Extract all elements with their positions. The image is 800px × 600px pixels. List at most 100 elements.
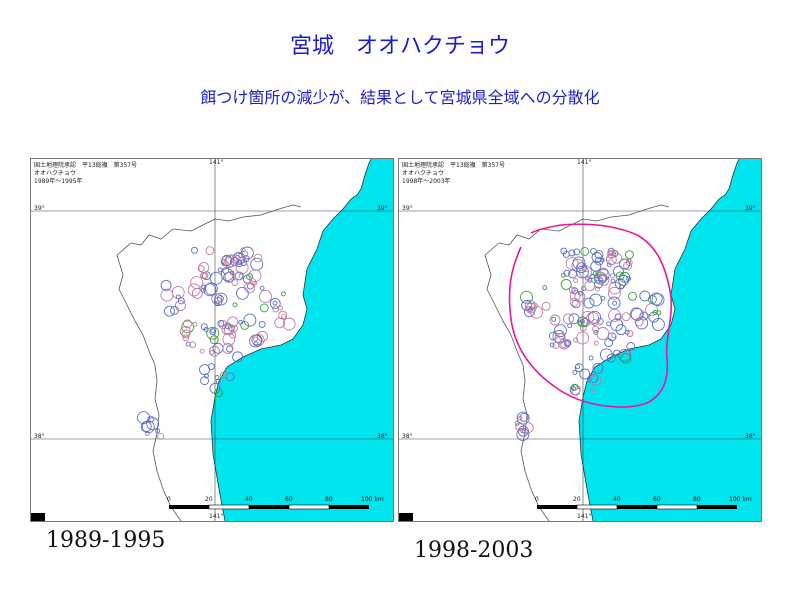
lat-label-38-left: 38° <box>402 433 413 440</box>
lat-label-39-left: 39° <box>34 205 45 212</box>
swan-site-marker <box>562 250 570 258</box>
swan-site-marker <box>606 262 612 268</box>
swan-site-marker <box>612 300 618 306</box>
swan-site-marker <box>581 310 595 324</box>
scale-tick-0: 0 <box>167 496 171 503</box>
swan-site-marker <box>618 274 630 286</box>
swan-site-marker <box>272 300 278 306</box>
map-header-period: 1989年～1995年 <box>34 178 83 185</box>
swan-site-marker <box>599 348 613 362</box>
swan-site-marker <box>189 341 197 349</box>
swan-site-marker <box>580 246 590 256</box>
corner-mark <box>399 513 413 521</box>
swan-site-marker <box>607 286 621 300</box>
swan-site-marker <box>258 320 266 328</box>
swan-site-marker <box>590 374 602 386</box>
swan-site-marker <box>573 337 579 343</box>
swan-site-marker <box>611 333 617 339</box>
swan-site-marker <box>592 362 604 374</box>
swan-site-marker <box>530 302 538 310</box>
swan-site-marker <box>613 265 624 277</box>
swan-site-marker <box>628 291 637 301</box>
swan-site-marker <box>259 289 272 303</box>
swan-site-marker <box>210 328 216 334</box>
swan-site-marker <box>573 278 578 284</box>
swan-site-marker <box>222 332 236 346</box>
swan-site-marker <box>174 300 186 312</box>
swan-site-marker <box>253 336 258 342</box>
swan-site-marker <box>175 294 181 300</box>
swan-site-marker <box>558 338 570 350</box>
swan-site-marker <box>259 285 265 291</box>
swan-site-marker <box>608 308 621 322</box>
swan-site-marker <box>181 329 191 339</box>
swan-site-marker <box>629 307 643 321</box>
swan-site-marker <box>554 332 566 344</box>
swan-site-marker <box>200 323 208 331</box>
swan-site-marker <box>233 254 241 262</box>
swan-site-marker <box>171 285 185 299</box>
swan-site-marker <box>593 340 599 346</box>
lat-label-39-right: 39° <box>377 205 388 212</box>
swan-site-marker <box>157 432 165 440</box>
map-header: 国土地理院承認 平13総複 第357号 オオハクチョウ 1998年～2003年 <box>402 162 505 186</box>
swan-site-marker <box>187 283 201 297</box>
swan-site-marker <box>241 250 249 258</box>
swan-site-marker <box>590 260 602 272</box>
corner-mark <box>31 513 45 521</box>
scale-tick-40: 40 <box>613 496 621 503</box>
swan-site-marker <box>244 282 255 294</box>
swan-site-marker <box>199 348 205 354</box>
swan-site-marker <box>280 291 286 297</box>
swan-site-marker <box>520 290 533 304</box>
scale-tick-100: 100 km <box>729 496 752 503</box>
swan-site-marker <box>651 317 665 331</box>
lon-label-bottom: 141° <box>577 513 592 520</box>
swan-site-marker <box>183 319 192 329</box>
swan-site-marker <box>517 415 523 421</box>
swan-site-marker <box>610 273 615 279</box>
swan-site-marker <box>197 265 205 273</box>
swan-site-marker <box>565 257 579 271</box>
lat-label-38-right: 38° <box>745 433 756 440</box>
swan-site-marker <box>200 287 206 293</box>
swan-site-marker <box>541 301 551 311</box>
swan-site-marker <box>600 295 606 301</box>
swan-site-marker <box>606 321 612 327</box>
swan-site-marker <box>634 317 644 327</box>
swan-site-marker <box>235 261 249 275</box>
scale-tick-40: 40 <box>245 496 253 503</box>
swan-site-marker <box>204 282 218 296</box>
sea-area <box>211 159 393 521</box>
page-title: 宮城 オオハクチョウ <box>289 34 510 59</box>
swan-site-marker <box>621 312 631 322</box>
swan-site-marker <box>569 297 579 307</box>
swan-site-marker <box>574 291 586 303</box>
swan-site-marker <box>575 265 589 279</box>
swan-site-marker <box>250 257 264 271</box>
swan-site-marker <box>257 330 268 342</box>
swan-site-marker <box>253 341 259 347</box>
swan-site-marker <box>191 246 198 254</box>
swan-site-marker <box>217 267 223 273</box>
page-subtitle: 餌つけ箇所の減少が、結果として宮城県全域への分散化 <box>200 88 600 107</box>
swan-site-marker <box>253 253 263 263</box>
swan-site-marker <box>569 290 581 302</box>
swan-site-marker <box>639 311 649 321</box>
swan-site-marker <box>563 340 571 348</box>
swan-site-marker <box>160 279 172 291</box>
swan-site-marker <box>231 279 239 287</box>
swan-site-marker <box>590 388 596 394</box>
swan-site-marker <box>243 313 257 327</box>
swan-site-marker <box>530 305 543 319</box>
swan-site-marker <box>269 297 281 309</box>
scale-bar <box>169 504 369 510</box>
swan-site-marker <box>211 293 223 305</box>
swan-site-marker <box>524 299 536 311</box>
swan-site-marker <box>572 256 586 270</box>
swan-site-marker <box>223 324 235 336</box>
swan-site-marker <box>155 428 161 434</box>
swan-site-marker <box>232 302 238 308</box>
swan-site-marker <box>613 349 621 357</box>
swan-markers <box>137 246 296 440</box>
